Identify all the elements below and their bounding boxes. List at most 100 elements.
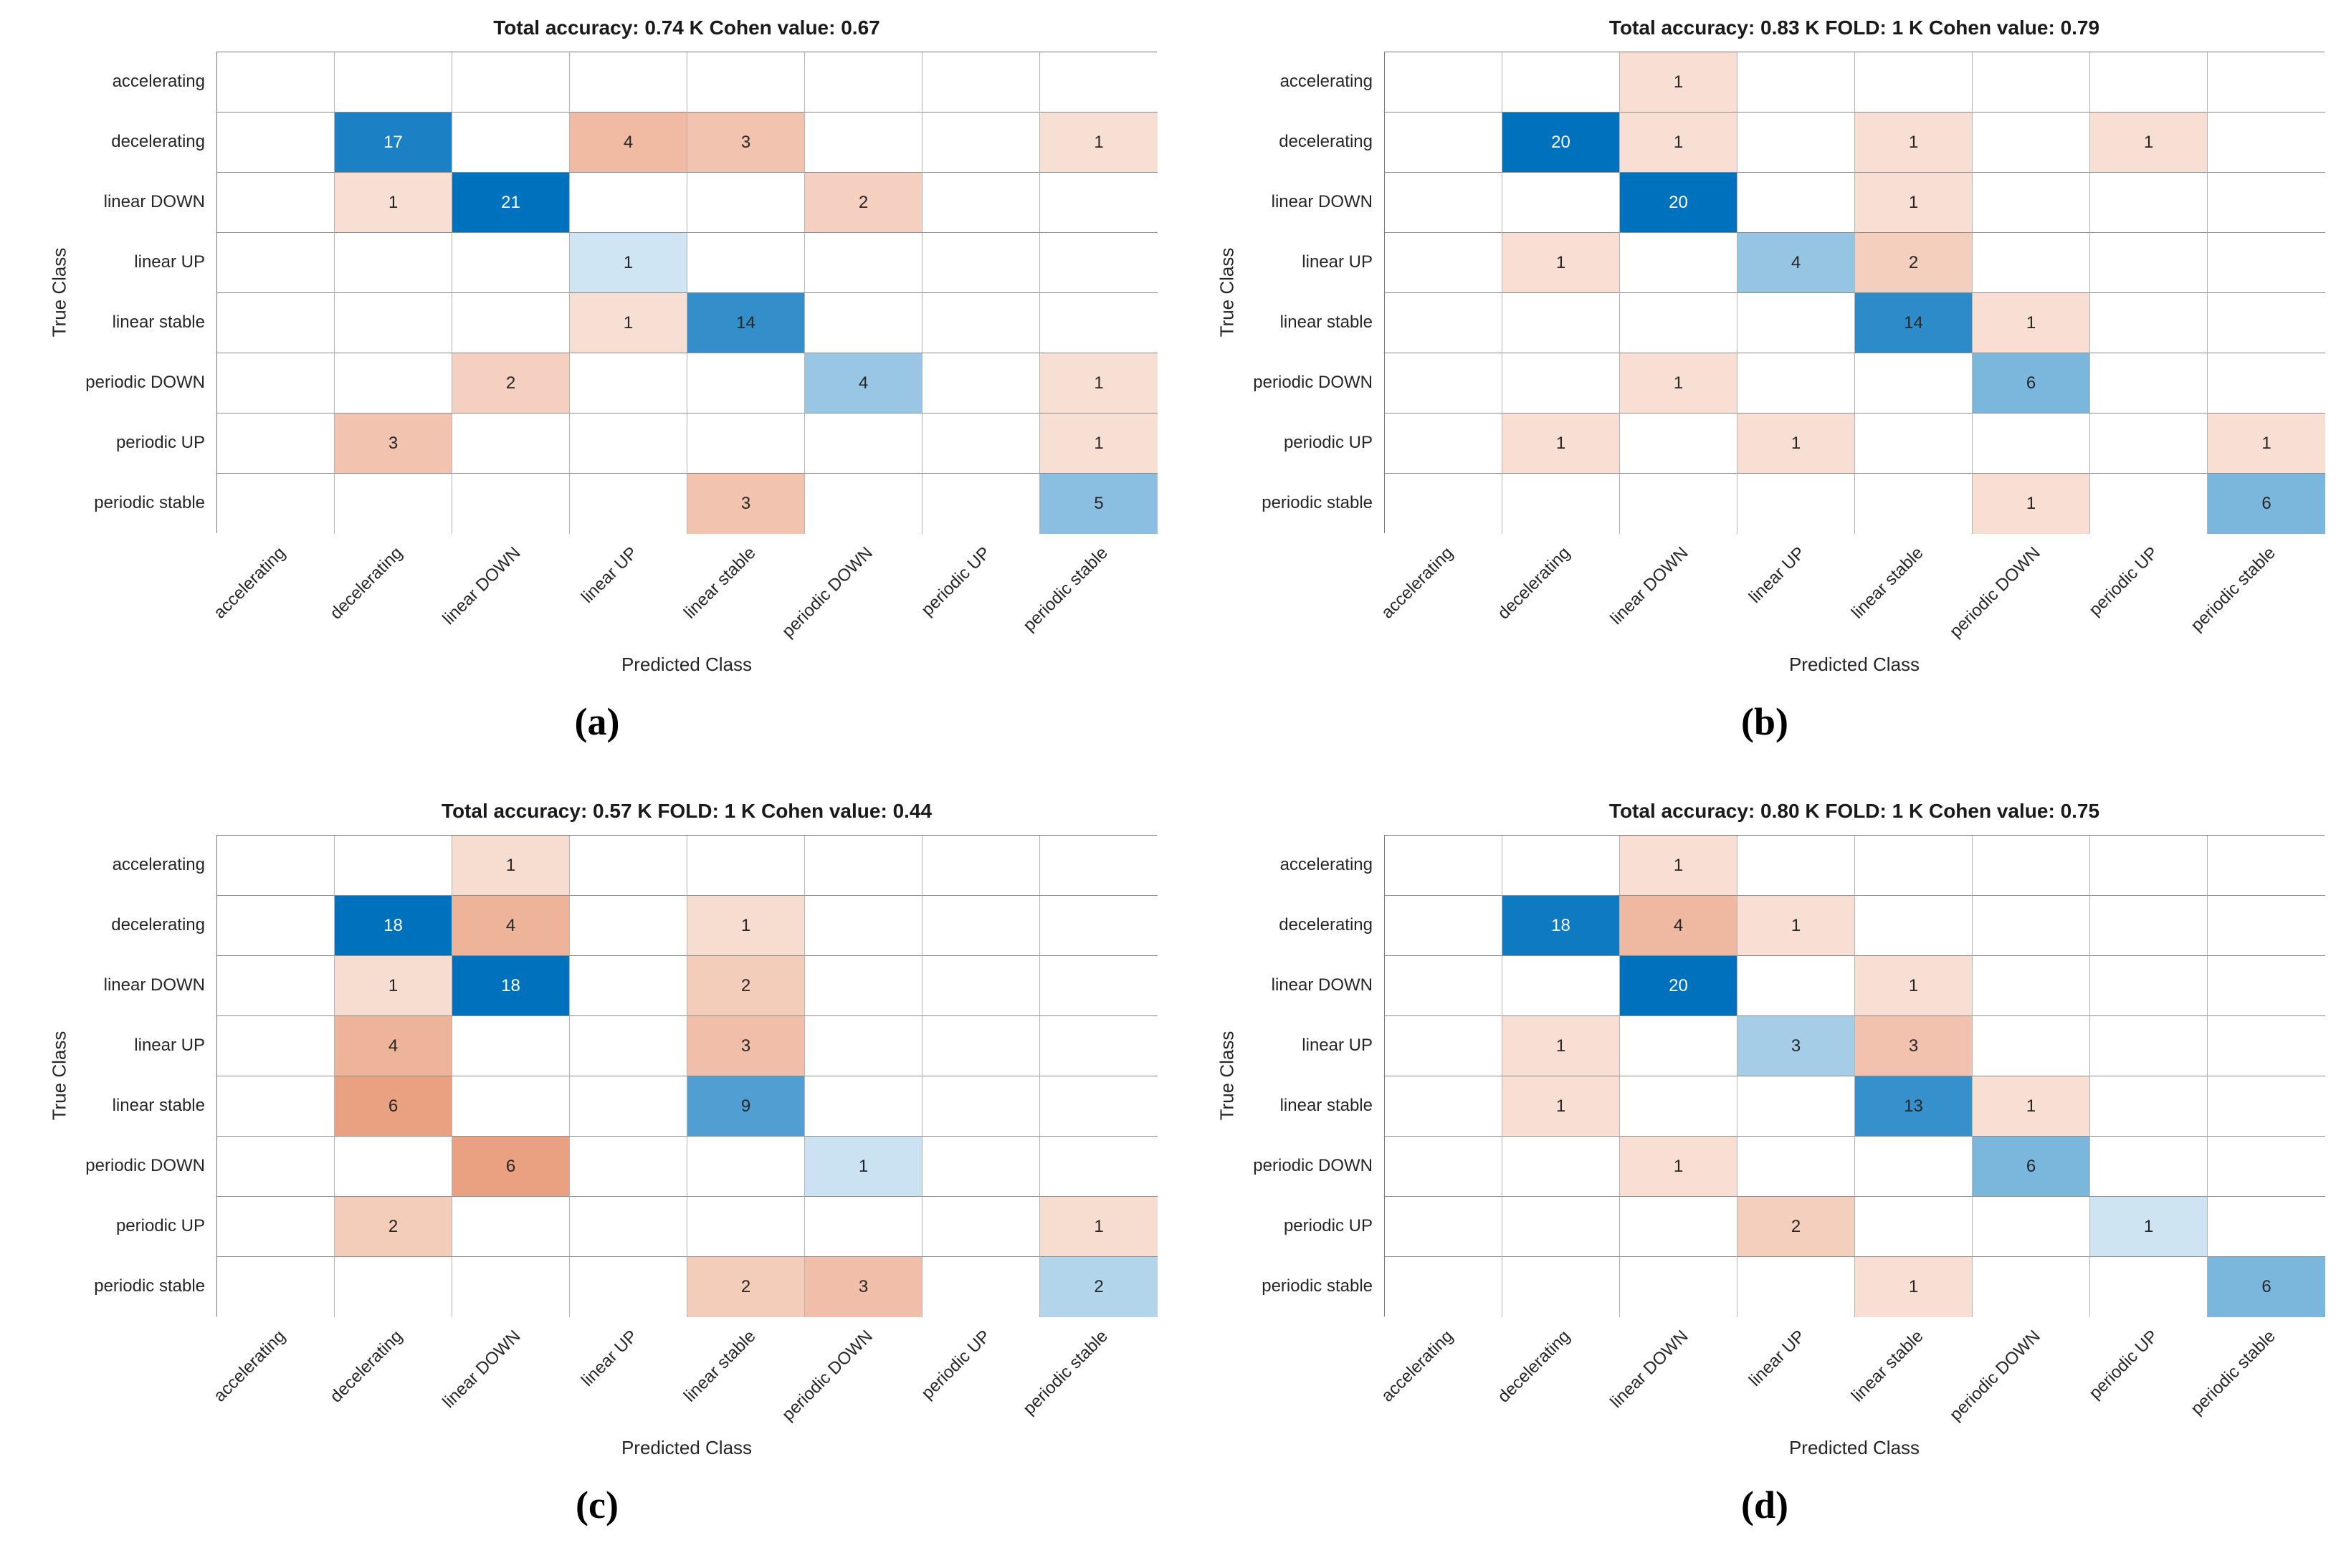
matrix-cell [805,233,923,293]
matrix-cell: 1 [1855,113,1973,173]
confusion-grid: 1 20 1 1 1 20 1 1 4 2 14 1 1 6 1 1 1 1 6 [1384,52,2325,534]
matrix-cell [2208,956,2325,1016]
col-label: periodic stable [1019,543,1112,636]
matrix-cell [1385,956,1502,1016]
matrix-cell [452,1076,570,1137]
matrix-cell [923,836,1040,896]
row-label: linear UP [134,1036,205,1055]
y-axis-label: True Class [48,247,70,338]
matrix-cell: 1 [1620,113,1737,173]
matrix-cell [1502,1197,1620,1257]
matrix-cell [1737,956,1855,1016]
row-label: accelerating [1279,72,1373,91]
matrix-cell [452,1257,570,1317]
col-label: accelerating [1377,1326,1457,1406]
matrix-cell [1385,233,1502,293]
matrix-cell [2090,836,2208,896]
matrix-cell [217,1197,335,1257]
matrix-cell [805,956,923,1016]
matrix-cell [687,233,805,293]
matrix-cell: 3 [805,1257,923,1317]
matrix-cell [1620,1016,1737,1076]
matrix-cell [570,474,687,534]
matrix-cell [1973,896,2090,956]
matrix-cell [2208,836,2325,896]
x-axis-label: Predicted Class [621,654,753,675]
matrix-cell [570,1137,687,1197]
matrix-cell: 1 [2208,413,2325,474]
matrix-cell [2208,896,2325,956]
matrix-cell [1737,113,1855,173]
matrix-cell: 1 [1973,474,2090,534]
matrix-cell [217,113,335,173]
matrix-cell [805,1016,923,1076]
matrix-cell: 6 [335,1076,452,1137]
matrix-cell [923,956,1040,1016]
matrix-cell [1737,353,1855,413]
matrix-cell [1973,413,2090,474]
matrix-cell [923,413,1040,474]
matrix-cell [2090,52,2208,113]
matrix-cell [1855,353,1973,413]
confusion-grid: 1 18 4 1 20 1 1 3 3 1 13 1 1 6 2 1 1 6 [1384,835,2325,1317]
col-labels: accelerating decelerating linear DOWN linea… [1377,1316,2325,1437]
row-label: linear UP [1302,252,1373,272]
matrix-cell [1620,1257,1737,1317]
matrix-cell: 4 [570,113,687,173]
matrix-cell [1855,836,1973,896]
matrix-cell [1737,293,1855,353]
matrix-cell [1855,474,1973,534]
matrix-cell [1855,52,1973,113]
row-label: periodic stable [1262,493,1373,512]
col-label: linear DOWN [1606,543,1692,629]
matrix-cell [1040,293,1158,353]
panel-a-title: Total accuracy: 0.74 K Cohen value: 0.67 [493,16,880,39]
matrix-cell [452,1016,570,1076]
matrix-cell: 4 [1620,896,1737,956]
matrix-cell: 1 [1502,413,1620,474]
row-label: decelerating [111,915,205,934]
col-label: accelerating [209,1326,290,1406]
matrix-cell [687,52,805,113]
matrix-cell [570,1076,687,1137]
matrix-cell: 17 [335,113,452,173]
matrix-cell [217,896,335,956]
matrix-cell [1385,353,1502,413]
y-axis-label: True Class [1216,1031,1238,1121]
matrix-cell [217,1257,335,1317]
col-label: periodic stable [1019,1326,1112,1419]
matrix-cell [217,956,335,1016]
col-label: linear UP [1745,1326,1810,1390]
matrix-cell [217,233,335,293]
matrix-cell [805,1197,923,1257]
matrix-cell [1040,896,1158,956]
matrix-cell [1385,1076,1502,1137]
matrix-cell [2208,52,2325,113]
matrix-cell [2090,1137,2208,1197]
confusion-grid: 1 18 4 1 1 18 2 4 3 6 9 6 1 2 1 2 3 2 [216,835,1158,1317]
matrix-cell [923,233,1040,293]
matrix-cell: 1 [1973,1076,2090,1137]
matrix-cell [335,293,452,353]
y-axis-label: True Class [48,1031,70,1121]
matrix-cell [1737,836,1855,896]
matrix-cell [570,353,687,413]
x-axis-label: Predicted Class [621,1437,753,1458]
matrix-cell: 1 [570,233,687,293]
matrix-cell [923,1137,1040,1197]
matrix-cell [217,1076,335,1137]
row-label: accelerating [1279,855,1373,874]
confusion-grid: 17 4 3 1 1 21 2 1 1 14 2 4 1 3 1 3 5 [216,52,1158,534]
matrix-cell [805,52,923,113]
matrix-cell: 2 [687,956,805,1016]
matrix-cell [570,1016,687,1076]
matrix-cell [1502,956,1620,1016]
matrix-cell: 1 [1737,413,1855,474]
matrix-cell [217,52,335,113]
matrix-cell [687,173,805,233]
panel-caption: (d) [1741,1483,1788,1526]
matrix-cell [923,1076,1040,1137]
matrix-cell [1385,113,1502,173]
matrix-cell [1385,1257,1502,1317]
row-label: linear stable [112,312,205,332]
